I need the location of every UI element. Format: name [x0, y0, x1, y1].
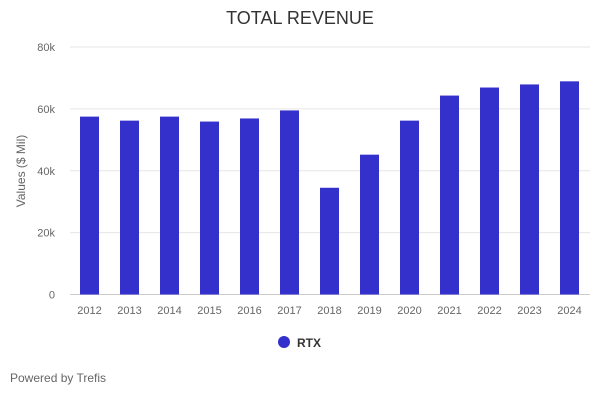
x-tick-label: 2012 — [77, 305, 101, 317]
bar-2024 — [560, 81, 579, 295]
bar-2022 — [480, 87, 499, 295]
x-tick-label: 2017 — [277, 305, 301, 317]
x-tick-label: 2023 — [517, 305, 541, 317]
y-tick-label: 60k — [37, 104, 55, 116]
bar-2018 — [320, 187, 339, 295]
x-tick-label: 2020 — [397, 305, 421, 317]
y-tick-label: 80k — [37, 42, 55, 54]
bar-2014 — [160, 116, 179, 295]
y-axis-label: Values ($ Mil) — [14, 135, 28, 207]
bar-2013 — [120, 120, 139, 295]
x-tick-label: 2015 — [197, 305, 221, 317]
x-tick-label: 2021 — [437, 305, 461, 317]
x-tick-label: 2018 — [317, 305, 341, 317]
x-tick-label: 2013 — [117, 305, 141, 317]
bar-2017 — [280, 110, 299, 295]
x-tick-label: 2024 — [557, 305, 581, 317]
powered-by-link[interactable]: Powered by Trefis — [10, 371, 107, 385]
x-tick-label: 2016 — [237, 305, 261, 317]
legend-label: RTX — [297, 336, 321, 350]
y-tick-label: 0 — [49, 290, 55, 302]
x-tick-label: 2022 — [477, 305, 501, 317]
bar-2012 — [80, 116, 99, 295]
x-tick-label: 2019 — [357, 305, 381, 317]
bar-2015 — [200, 121, 219, 295]
x-tick-label: 2014 — [157, 305, 181, 317]
bar-2023 — [520, 84, 539, 295]
y-tick-label: 20k — [37, 228, 55, 240]
bar-2019 — [360, 154, 379, 295]
bar-2020 — [400, 120, 419, 295]
chart-title: TOTAL REVENUE — [226, 8, 374, 28]
bar-2016 — [240, 118, 259, 295]
legend-marker — [278, 336, 290, 348]
bar-2021 — [440, 95, 459, 295]
y-tick-label: 40k — [37, 166, 55, 178]
